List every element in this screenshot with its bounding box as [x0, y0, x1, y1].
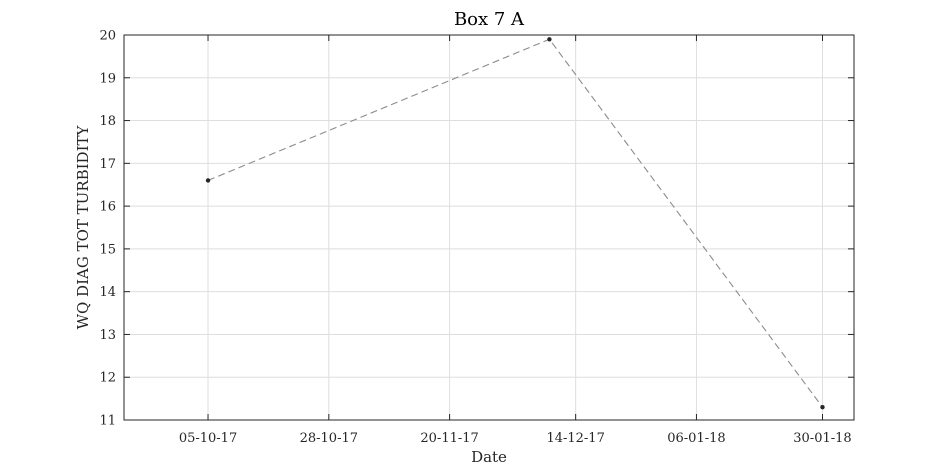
- series-layer: [205, 37, 825, 410]
- x-tick-label: 20-11-17: [420, 431, 478, 446]
- x-tick-label: 30-01-18: [793, 431, 851, 446]
- x-tick-label: 14-12-17: [546, 431, 604, 446]
- y-tick-label: 18: [99, 114, 116, 129]
- chart-title: Box 7 A: [454, 9, 525, 30]
- ticks: 11 12 13 14 15 16 17 18 19 20 05-10-17 28-10-17 20-1…: [99, 29, 854, 446]
- y-tick-label: 15: [99, 242, 116, 257]
- x-tick-label: 06-01-18: [667, 431, 725, 446]
- plot-area: [124, 35, 854, 420]
- x-tick-label: 05-10-17: [179, 431, 237, 446]
- y-tick-label: 20: [99, 29, 116, 44]
- data-point: [820, 404, 825, 410]
- y-tick-label: 19: [99, 71, 116, 86]
- y-tick-label: 12: [99, 371, 116, 386]
- x-axis-label: Date: [471, 448, 507, 466]
- y-tick-label: 13: [99, 328, 116, 343]
- y-tick-label: 17: [99, 157, 116, 172]
- data-point: [547, 37, 552, 42]
- y-axis-label: WQ DIAG TOT TURBIDITY: [74, 124, 92, 329]
- x-tick-label: 28-10-17: [300, 431, 358, 446]
- grid: [124, 34, 854, 421]
- plot-frame: [123, 34, 855, 421]
- y-tick-label: 14: [99, 285, 116, 300]
- y-tick-label: 16: [99, 200, 116, 215]
- data-point: [205, 178, 211, 183]
- y-tick-label: 11: [99, 414, 116, 429]
